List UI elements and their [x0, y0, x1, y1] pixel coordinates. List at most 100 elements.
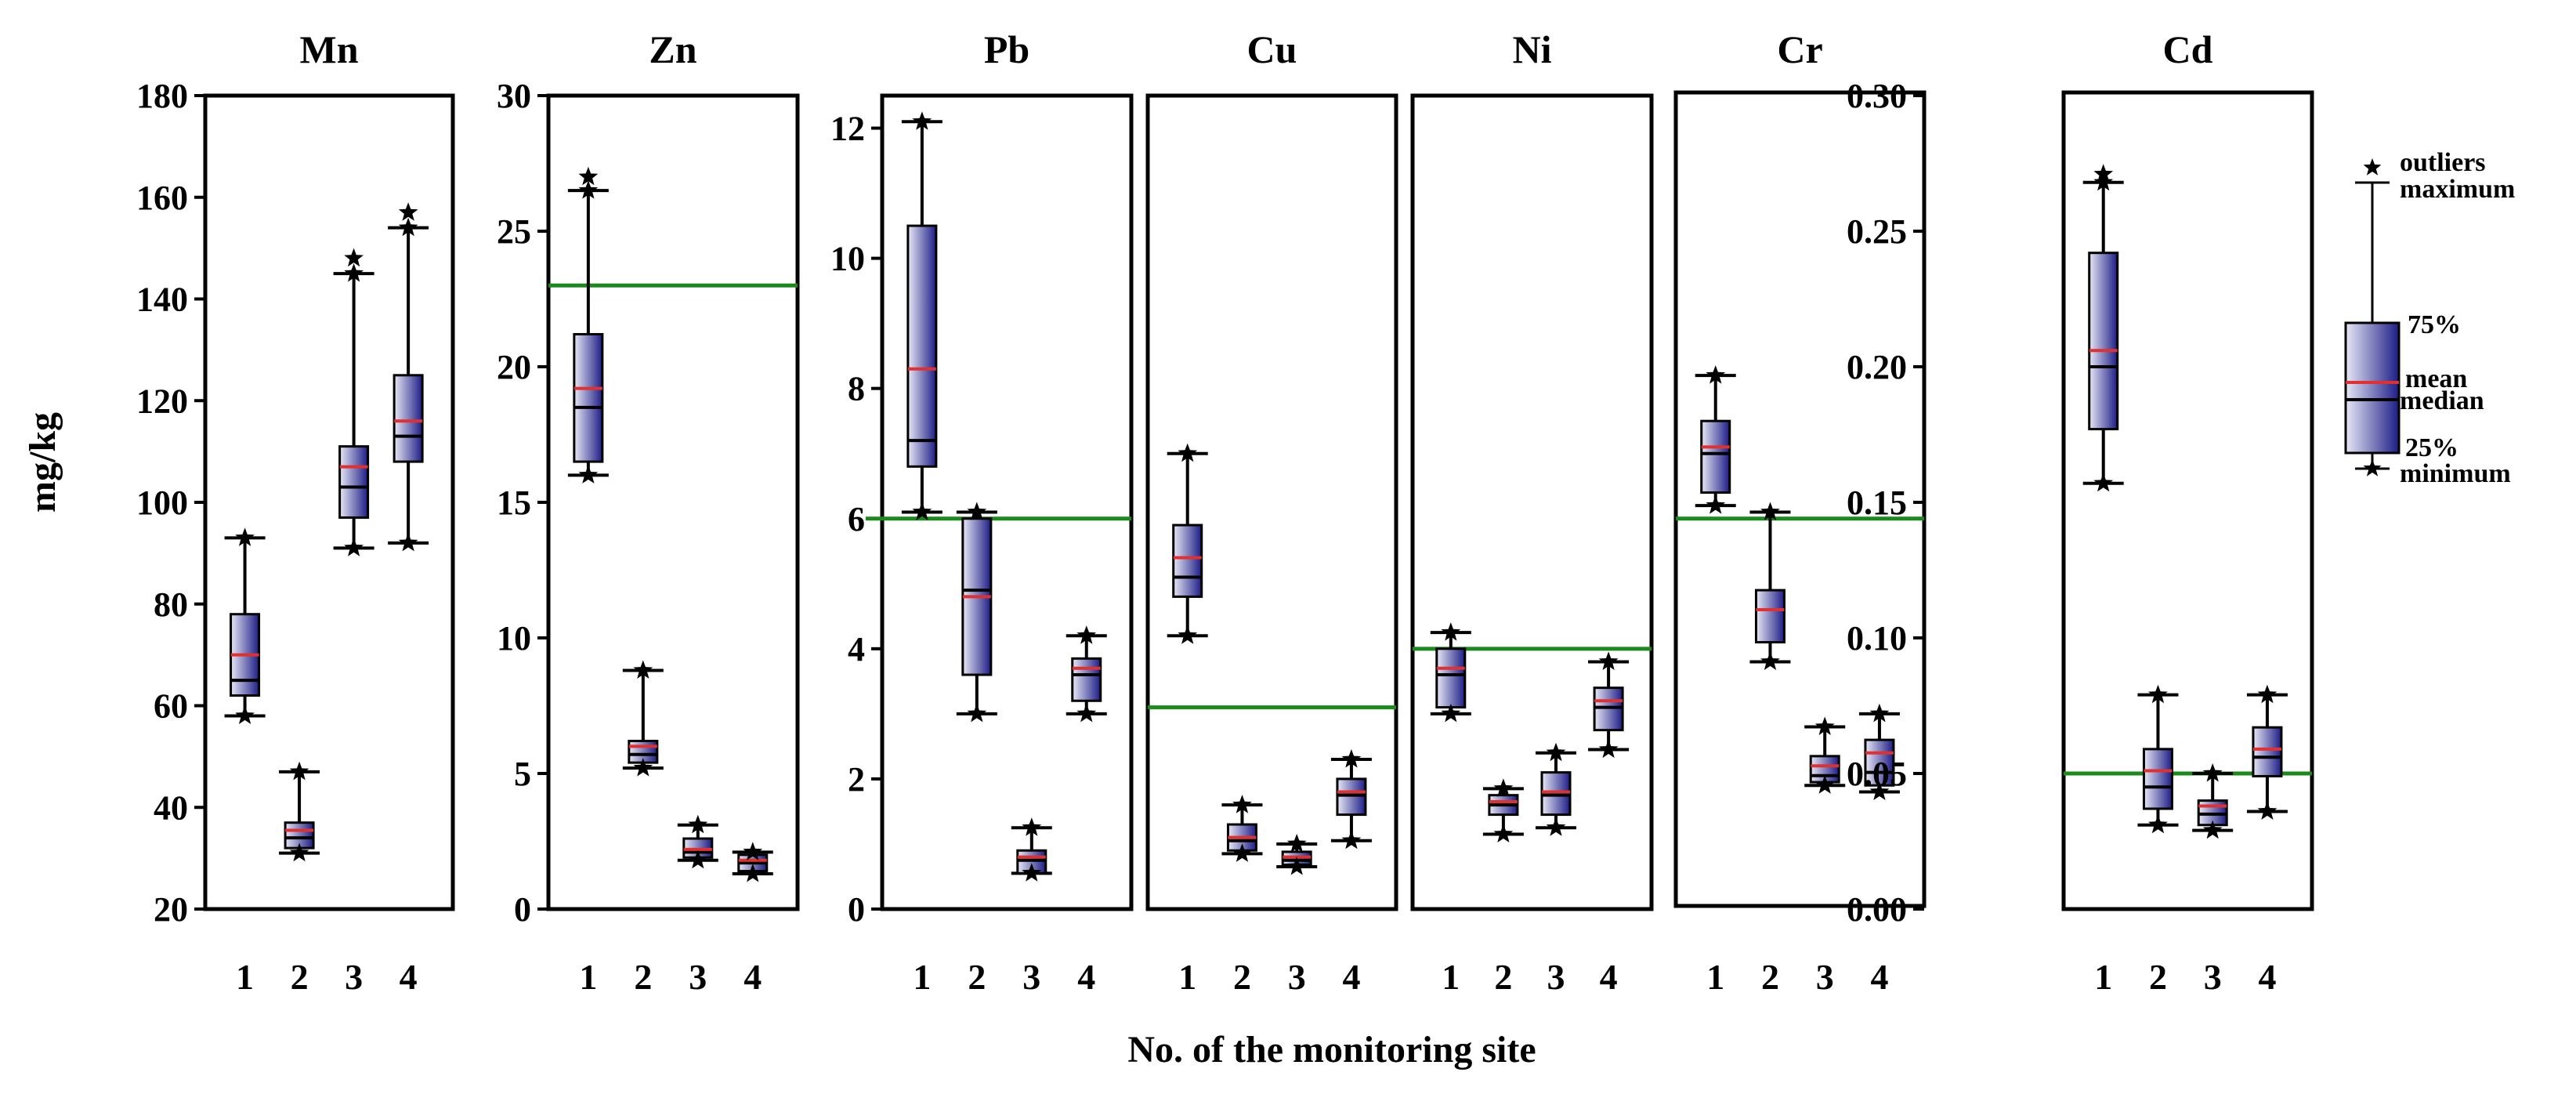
panel-frame: [1145, 93, 1398, 911]
outlier-marker: [344, 248, 364, 267]
max-marker: [1022, 817, 1042, 836]
y-tick-label: 0: [848, 890, 865, 929]
y-tick-label: 160: [136, 179, 188, 217]
y-tick-label: 0.15: [1847, 484, 1907, 522]
y-tick-label: 12: [830, 110, 865, 148]
box-site-1: [1695, 365, 1736, 514]
max-marker: [289, 761, 309, 781]
max-marker: [1760, 502, 1780, 520]
min-marker: [1546, 817, 1566, 836]
min-marker: [1706, 495, 1726, 514]
box-iqr: [1071, 657, 1102, 702]
y-tick-label: 5: [514, 755, 531, 793]
min-marker: [398, 532, 418, 552]
box-iqr: [1435, 647, 1467, 709]
min-marker: [344, 538, 364, 556]
box-site-1: [2082, 164, 2124, 492]
max-marker: [1341, 749, 1362, 768]
y-tick-label: 80: [154, 585, 188, 624]
min-marker: [1814, 775, 1835, 794]
min-marker: [235, 705, 255, 724]
panel-title: Zn: [649, 27, 696, 71]
y-tick-label: 0.25: [1847, 212, 1907, 251]
box-iqr: [393, 374, 424, 463]
box-site-3: [677, 814, 718, 869]
min-marker: [688, 849, 708, 869]
box-site-2: [1482, 778, 1524, 842]
box-site-1: [567, 166, 609, 484]
box-site-4: [1330, 749, 1372, 849]
panel-frame: [546, 93, 800, 911]
max-marker: [688, 814, 708, 834]
y-tick-label: 0: [514, 890, 531, 929]
box-iqr: [2252, 726, 2283, 777]
y-tick-label: 20: [497, 348, 531, 386]
legend-label-q3: 75%: [2408, 310, 2461, 339]
x-tick-label: 1: [236, 957, 254, 997]
min-marker: [1598, 739, 1619, 759]
y-tick-label: 60: [154, 687, 188, 726]
x-tick-label: 3: [1816, 957, 1834, 997]
max-marker: [967, 502, 987, 520]
panel-frame: [1410, 93, 1654, 911]
box-iqr: [338, 445, 370, 519]
max-marker: [344, 263, 364, 282]
box-site-2: [956, 502, 997, 723]
x-tick-label: 1: [913, 957, 931, 997]
x-tick-label: 3: [1547, 957, 1565, 997]
box-site-3: [1276, 834, 1318, 875]
legend-box: [2344, 321, 2401, 455]
box-iqr: [573, 332, 604, 463]
panel-cd: Cd0.000.050.100.150.200.250.301 2 3 4: [1847, 27, 2314, 997]
y-tick-label: 25: [497, 212, 531, 251]
legend-label-outliers: outliers: [2400, 148, 2486, 177]
max-marker: [1178, 443, 1198, 462]
panel-ni: Ni 1 2 3 4: [1410, 27, 1654, 997]
max-marker: [912, 111, 932, 130]
box-site-4: [2246, 684, 2288, 820]
max-marker: [578, 180, 599, 199]
panel-title: Ni: [1513, 27, 1552, 71]
max-marker: [743, 842, 763, 860]
x-tick-label: 3: [1288, 957, 1306, 997]
box-iqr: [1593, 686, 1624, 732]
max-marker: [1546, 742, 1566, 762]
x-tick-label: 4: [2258, 957, 2276, 997]
y-tick-label: 140: [136, 281, 188, 319]
box-site-2: [1749, 502, 1791, 670]
box-site-1: [224, 527, 266, 724]
box-site-4: [1858, 703, 1900, 800]
y-tick-label: 8: [848, 370, 865, 408]
min-marker: [2202, 820, 2223, 839]
panel-title: Cr: [1777, 27, 1822, 71]
min-marker: [1232, 843, 1252, 862]
panel-frame: [203, 93, 455, 911]
max-marker: [1441, 622, 1461, 641]
y-tick-label: 4: [848, 630, 865, 668]
max-marker: [1598, 651, 1619, 670]
x-tick-label: 1: [1178, 957, 1196, 997]
min-marker: [578, 465, 599, 484]
box-site-3: [1804, 716, 1846, 794]
min-marker: [1022, 863, 1042, 882]
max-marker: [398, 217, 418, 237]
y-tick-label: 100: [136, 484, 188, 522]
box-site-4: [388, 202, 429, 552]
box-iqr: [2088, 252, 2119, 431]
box-iqr: [1864, 738, 1895, 787]
y-tick-label: 180: [136, 77, 188, 115]
max-marker: [2093, 172, 2114, 191]
x-tick-label: 2: [291, 957, 309, 997]
max-marker: [1076, 625, 1097, 644]
max-marker: [2148, 684, 2168, 704]
box-site-4: [732, 842, 773, 882]
min-marker: [2148, 814, 2168, 834]
min-marker: [1869, 781, 1890, 800]
min-marker: [1286, 857, 1307, 875]
x-tick-label: 4: [1600, 957, 1618, 997]
max-marker: [2257, 684, 2278, 704]
x-tick-label: 2: [968, 957, 986, 997]
max-marker: [1869, 703, 1890, 723]
